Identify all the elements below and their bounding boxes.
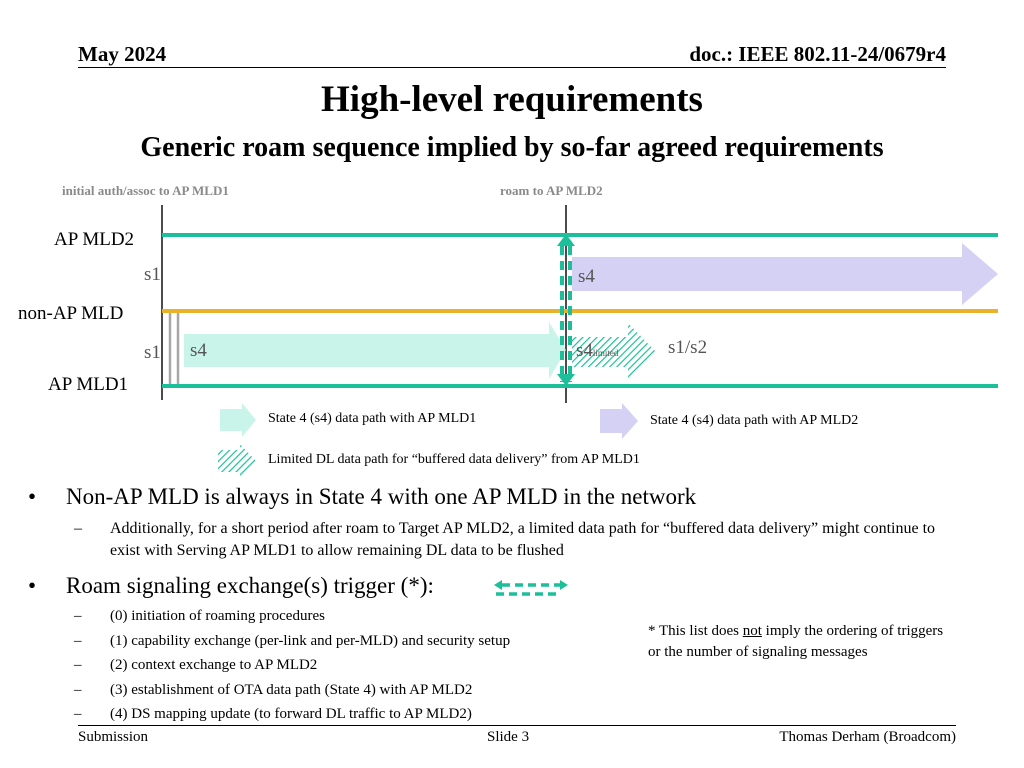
phase-label-initial: initial auth/assoc to AP MLD1	[62, 183, 229, 198]
s4-main-text: s4	[576, 340, 593, 361]
footer-author: Thomas Derham (Broadcom)	[779, 729, 956, 745]
footer-slide-number: Slide 3	[487, 729, 530, 745]
bullet-symbol: •	[28, 573, 37, 598]
legend-ap1-text: State 4 (s4) data path with AP MLD1	[268, 411, 477, 426]
dash-symbol: –	[74, 657, 82, 673]
sub-bullet-limited-path: – Additionally, for a short period after…	[74, 518, 940, 562]
note-line-2: or the number of signaling messages	[648, 644, 868, 660]
trigger-item: – (0) initiation of roaming procedures	[74, 605, 610, 627]
bullet-text: Non-AP MLD is always in State 4 with one…	[66, 484, 697, 509]
state-label-s4: s4	[578, 266, 595, 287]
footer-submission: Submission	[78, 729, 149, 745]
s4-limited-subscript: limited	[592, 348, 619, 358]
legend-ap2-text: State 4 (s4) data path with AP MLD2	[650, 413, 859, 428]
legend-limited-arrow-icon	[218, 444, 256, 478]
dash-symbol: –	[74, 633, 82, 649]
roam-signaling-arrowhead	[557, 374, 575, 386]
note-text: imply the ordering of triggers	[761, 623, 944, 639]
header-date: May 2024	[78, 42, 167, 66]
header-rule	[78, 67, 946, 68]
note-line-1: * This list does not imply the ordering …	[648, 621, 1008, 642]
trigger-text: (2) context exchange to AP MLD2	[110, 657, 318, 673]
legend-ap1-arrow-icon	[220, 403, 256, 437]
dash-symbol: –	[74, 706, 82, 722]
trigger-text: (3) establishment of OTA data path (Stat…	[110, 682, 473, 698]
bullet-symbol: •	[28, 484, 37, 509]
bullet-roam-triggers: • Roam signaling exchange(s) trigger (*)…	[28, 573, 496, 599]
node-label-non-ap-mld: non-AP MLD	[18, 303, 124, 324]
trigger-text: (4) DS mapping update (to forward DL tra…	[110, 706, 472, 722]
slide-title: High-level requirements	[321, 79, 703, 120]
node-label-ap-mld1: AP MLD1	[48, 374, 129, 395]
bullet-text: Roam signaling exchange(s) trigger (*):	[66, 573, 434, 598]
state-label-s1: s1	[144, 264, 161, 285]
bullet-state4: • Non-AP MLD is always in State 4 with o…	[28, 484, 966, 510]
trigger-item: – (3) establishment of OTA data path (Sta…	[74, 679, 610, 701]
footer-rule	[78, 725, 956, 726]
limited-data-path-arrow	[572, 323, 656, 381]
trigger-item: – (4) DS mapping update (to forward DL tr…	[74, 703, 610, 725]
legend-ap2-arrow-icon	[600, 403, 638, 439]
state-label-s1: s1	[144, 342, 161, 363]
slide-subtitle: Generic roam sequence implied by so-far …	[140, 132, 884, 163]
ap2-data-path-arrow	[572, 243, 998, 305]
trigger-dashed-arrow-icon	[494, 580, 568, 596]
state-label-s4-limited: s4limited	[576, 340, 618, 362]
trigger-text: (1) capability exchange (per-link and pe…	[110, 633, 511, 649]
trigger-item: – (2) context exchange to AP MLD2	[74, 654, 610, 676]
dash-symbol: –	[74, 608, 82, 624]
header-doc-id: doc.: IEEE 802.11-24/0679r4	[689, 42, 946, 66]
trigger-item: – (1) capability exchange (per-link and p…	[74, 630, 610, 652]
ordering-note: * This list does not imply the ordering …	[648, 621, 1008, 663]
sub-bullet-text: Additionally, for a short period after r…	[110, 520, 936, 559]
legend-limited-text: Limited DL data path for “buffered data …	[268, 452, 640, 467]
trigger-text: (0) initiation of roaming procedures	[110, 608, 325, 624]
dash-symbol: –	[74, 520, 82, 537]
phase-label-roam: roam to AP MLD2	[500, 183, 603, 198]
ap1-data-path-arrow	[184, 322, 566, 379]
state-label-s4: s4	[190, 340, 207, 361]
note-emphasis: not	[742, 623, 762, 639]
note-text: * This list does	[648, 623, 743, 639]
roam-signaling-arrowhead	[557, 234, 575, 246]
state-label-s1-s2: s1/s2	[668, 337, 708, 358]
dash-symbol: –	[74, 682, 82, 698]
node-label-ap-mld2: AP MLD2	[54, 229, 135, 250]
